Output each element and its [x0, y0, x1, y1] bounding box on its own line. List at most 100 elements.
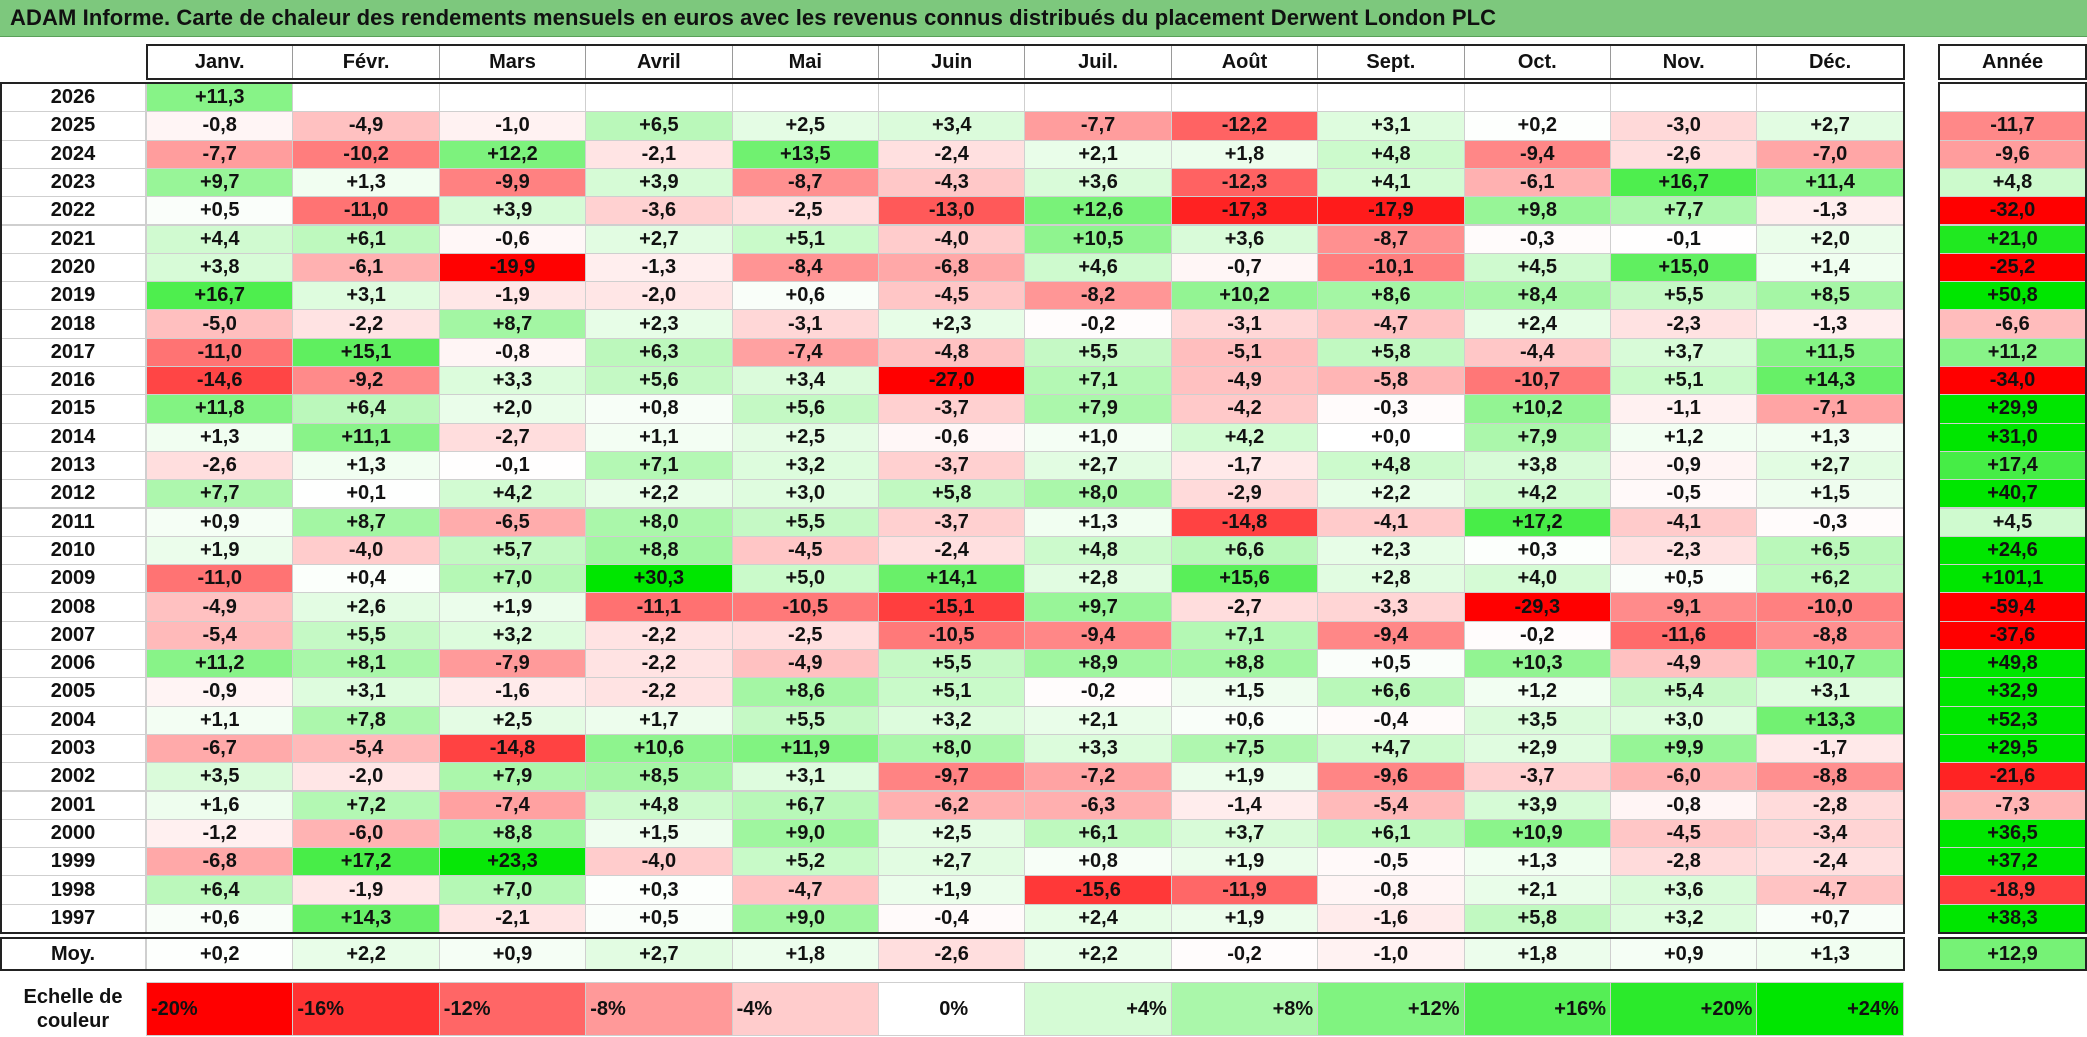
heatmap-cell: -0,4 [1317, 705, 1465, 735]
year-label: 1999 [0, 847, 146, 877]
annual-cell [1938, 83, 2087, 113]
heatmap-cell: -4,0 [292, 535, 440, 566]
heatmap-cell: -2,2 [585, 649, 733, 679]
heatmap-cell: +30,3 [585, 564, 733, 594]
year-label: 2005 [0, 677, 146, 707]
heatmap-cell: +7,8 [292, 705, 440, 735]
heatmap-cell: +6,3 [585, 337, 733, 367]
year-label: 2006 [0, 649, 146, 679]
heatmap-cell: +2,7 [1756, 111, 1904, 141]
heatmap-cell: -5,4 [292, 733, 440, 764]
average-cell: -0,2 [1170, 937, 1319, 971]
heatmap-cell: -0,1 [438, 450, 587, 481]
heatmap-cell: +1,5 [1756, 479, 1904, 509]
heatmap-cell: +3,2 [731, 450, 879, 481]
heatmap-cell: -12,2 [1170, 111, 1319, 141]
month-header: Févr. [292, 44, 440, 80]
heatmap-cell: -2,1 [438, 903, 587, 933]
heatmap-cell: +14,3 [1756, 366, 1904, 396]
heatmap-cell: -7,0 [1756, 139, 1904, 169]
annual-cell: +17,4 [1938, 450, 2087, 481]
annual-cell: +36,5 [1938, 818, 2087, 849]
heatmap-cell [1610, 83, 1758, 113]
heatmap-cell: +5,8 [1317, 337, 1465, 367]
heatmap-cell: -0,1 [1610, 224, 1758, 254]
annual-cell: +4,5 [1938, 507, 2087, 537]
heatmap-cell: -14,8 [1170, 507, 1319, 537]
annual-cell: -18,9 [1938, 875, 2087, 905]
heatmap-cell: +2,7 [878, 847, 1026, 877]
color-scale-stop: +24% [1756, 982, 1904, 1036]
heatmap-cell: +3,1 [1317, 111, 1465, 141]
heatmap-cell: +11,8 [146, 394, 294, 424]
year-label: 1997 [0, 903, 146, 933]
heatmap-cell: +3,7 [1610, 337, 1758, 367]
heatmap-cell: +6,5 [585, 111, 733, 141]
annual-cell: -59,4 [1938, 592, 2087, 622]
heatmap-cell: +11,3 [146, 83, 294, 113]
heatmap-cell: +7,1 [1024, 366, 1172, 396]
heatmap-cell: -10,2 [292, 139, 440, 169]
heatmap-cell: -3,7 [878, 507, 1026, 537]
heatmap-cell: +4,7 [1317, 733, 1465, 764]
annual-cell: -34,0 [1938, 366, 2087, 396]
annual-cell: +29,9 [1938, 394, 2087, 424]
heatmap-cell: -2,7 [1170, 592, 1319, 622]
heatmap-cell: +12,6 [1024, 196, 1172, 226]
heatmap-cell: +2,8 [1024, 564, 1172, 594]
heatmap-cell: +5,4 [1610, 677, 1758, 707]
heatmap-cell: -11,0 [292, 196, 440, 226]
heatmap-cell: -7,9 [438, 649, 587, 679]
heatmap-cell: -0,5 [1317, 847, 1465, 877]
heatmap-cell: +3,6 [1170, 224, 1319, 254]
heatmap-cell: -9,7 [878, 762, 1026, 792]
heatmap-cell: -1,1 [1610, 394, 1758, 424]
heatmap-cell: +1,6 [146, 790, 294, 820]
heatmap-cell: -10,5 [731, 592, 879, 622]
heatmap-cell: +9,0 [731, 903, 879, 933]
heatmap-cell: -5,4 [146, 620, 294, 650]
heatmap-cell: -9,4 [1463, 139, 1611, 169]
heatmap-cell: -0,3 [1463, 224, 1611, 254]
heatmap-cell: +7,5 [1170, 733, 1319, 764]
heatmap-cell: -0,8 [438, 337, 587, 367]
heatmap-cell: +6,2 [1756, 564, 1904, 594]
color-scale-stop: +16% [1463, 982, 1611, 1036]
heatmap-cell: +6,6 [1317, 677, 1465, 707]
heatmap-cell: -10,1 [1317, 252, 1465, 283]
heatmap-cell: -1,3 [1756, 309, 1904, 339]
heatmap-cell: +5,5 [878, 649, 1026, 679]
heatmap-cell: -8,7 [1317, 224, 1465, 254]
heatmap-cell: +15,6 [1170, 564, 1319, 594]
heatmap-cell: +3,2 [438, 620, 587, 650]
year-label: 2021 [0, 224, 146, 254]
heatmap-cell: -0,2 [1463, 620, 1611, 650]
annual-cell: +50,8 [1938, 281, 2087, 311]
annual-cell: +32,9 [1938, 677, 2087, 707]
heatmap-cell: -3,4 [1756, 818, 1904, 849]
year-label: 2003 [0, 733, 146, 764]
heatmap-cell: +15,0 [1610, 252, 1758, 283]
heatmap-cell: -4,1 [1317, 507, 1465, 537]
heatmap-cell: -1,7 [1170, 450, 1319, 481]
heatmap-cell: +4,8 [1317, 450, 1465, 481]
heatmap-cell: -4,9 [292, 111, 440, 141]
heatmap-cell: -2,3 [1610, 535, 1758, 566]
heatmap-cell: -3,1 [1170, 309, 1319, 339]
heatmap-cell: -4,9 [146, 592, 294, 622]
month-header: Avril [585, 44, 733, 80]
average-cell: +1,8 [1463, 937, 1611, 971]
heatmap-cell: -9,4 [1317, 620, 1465, 650]
heatmap-cell [292, 83, 440, 113]
heatmap-cell: +1,5 [585, 818, 733, 849]
heatmap-cell: +10,5 [1024, 224, 1172, 254]
heatmap-cell: -10,5 [878, 620, 1026, 650]
heatmap-cell: -7,7 [1024, 111, 1172, 141]
heatmap-cell: -2,9 [1170, 479, 1319, 509]
heatmap-cell: +3,3 [1024, 733, 1172, 764]
heatmap-cell: +6,6 [1170, 535, 1319, 566]
annual-cell: -11,7 [1938, 111, 2087, 141]
heatmap-cell: -6,8 [878, 252, 1026, 283]
color-scale-stop: +8% [1170, 982, 1319, 1036]
heatmap-cell [1317, 83, 1465, 113]
